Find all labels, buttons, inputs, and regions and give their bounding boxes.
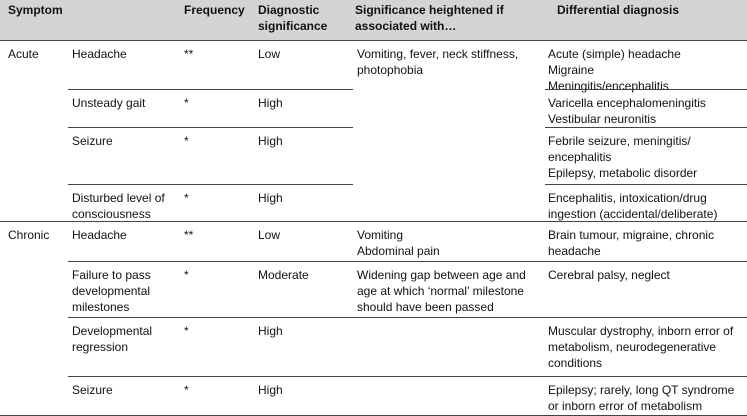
cell-line: should have been passed: [357, 300, 494, 314]
cell: Widening gap between age and age at which…: [357, 267, 526, 315]
cell-line: Migraine: [548, 63, 595, 77]
cell: Failure to pass developmental milestones: [72, 267, 151, 315]
group-label: Acute: [8, 47, 39, 61]
rule: [545, 127, 747, 128]
header-cell: Diagnostic significance: [258, 3, 328, 33]
cell: *: [184, 134, 189, 148]
cell: Vomiting Abdominal pain: [357, 227, 440, 259]
cell: Low: [258, 228, 281, 242]
cell: **: [184, 228, 194, 242]
cell-line: Developmental: [72, 324, 153, 338]
cell-line: regression: [72, 340, 129, 354]
rule: [68, 261, 747, 262]
cell-line: Abdominal pain: [357, 244, 440, 258]
cell: High: [258, 134, 283, 148]
cell-line: Febrile seizure, meningitis/: [548, 134, 691, 148]
cell-line: age at which ‘normal’ milestone: [357, 284, 524, 298]
cell-line: Epilepsy; rarely, long QT syndrome: [548, 383, 735, 397]
cell: High: [258, 324, 283, 338]
cell-line: Encephalitis, intoxication/drug: [548, 191, 707, 205]
rule: [0, 221, 747, 222]
cell-line: metabolism, neurodegenerative: [548, 340, 717, 354]
cell-line: photophobia: [357, 63, 424, 77]
cell-line: Disturbed level of: [72, 191, 165, 205]
cell: Moderate: [258, 268, 309, 282]
cell-line: Seizure: [72, 134, 113, 148]
cell: Febrile seizure, meningitis/encephalitis…: [548, 133, 697, 181]
cell: Cerebral palsy, neglect: [548, 267, 670, 283]
cell-line: Meningitis/encephalitis: [548, 79, 669, 93]
cell-line: conditions: [548, 356, 603, 370]
rule: [0, 40, 747, 41]
header-cell: Symptom: [8, 3, 63, 17]
cell: Low: [258, 47, 281, 61]
header-cell: Frequency: [184, 3, 245, 17]
rule: [545, 89, 747, 90]
rule: [545, 184, 747, 185]
header-cell: Significance heightened if associated wi…: [355, 3, 504, 33]
cell: Headache: [72, 46, 127, 62]
cell-line: Vestibular neuronitis: [548, 112, 657, 126]
cell: High: [258, 191, 283, 205]
cell-line: Seizure: [72, 383, 113, 397]
cell: **: [184, 47, 194, 61]
cell: *: [184, 383, 189, 397]
cell-line: Headache: [72, 47, 127, 61]
cell: Varicella encephalomeningitis Vestibular …: [548, 95, 706, 127]
cell: Seizure: [72, 133, 113, 149]
cell: Brain tumour, migraine, chronic headache: [548, 227, 714, 259]
rule: [68, 317, 747, 318]
cell-line: Epilepsy, metabolic disorder: [548, 166, 698, 180]
cell: High: [258, 96, 283, 110]
cell: Acute (simple) headache Migraine Meningiti…: [548, 46, 681, 94]
cell: *: [184, 96, 189, 110]
cell-line: Cerebral palsy, neglect: [548, 268, 670, 282]
header-row: [0, 0, 747, 40]
cell-line: encephalitis: [548, 150, 612, 164]
cell-line: Vomiting, fever, neck stiffness,: [357, 47, 519, 61]
cell-line: Headache: [72, 228, 127, 242]
cell: Vomiting, fever, neck stiffness, photopho…: [357, 46, 518, 78]
cell-line: Brain tumour, migraine, chronic: [548, 228, 715, 242]
cell-line: Vomiting: [357, 228, 404, 242]
cell-line: ingestion (accidental/deliberate): [548, 207, 718, 221]
cell-line: Widening gap between age and: [357, 268, 526, 282]
rule: [68, 184, 353, 185]
cell: Disturbed level of consciousness: [72, 190, 165, 222]
cell-line: Failure to pass: [72, 268, 151, 282]
cell-line: or inborn error of metabolism: [548, 399, 703, 413]
cell: *: [184, 324, 189, 338]
cell: Unsteady gait: [72, 95, 145, 111]
cell: Headache: [72, 227, 127, 243]
cell: Epilepsy; rarely, long QT syndrome or inb…: [548, 382, 734, 414]
cell: Encephalitis, intoxication/drug ingestion…: [548, 190, 717, 222]
rule: [68, 127, 353, 128]
cell: Muscular dystrophy, inborn error of metab…: [548, 323, 733, 371]
cell-line: consciousness: [72, 207, 151, 221]
cell-line: Unsteady gait: [72, 96, 146, 110]
cell-line: milestones: [72, 300, 130, 314]
cell-line: developmental: [72, 284, 151, 298]
header-cell: Differential diagnosis: [557, 3, 680, 17]
cell: Seizure: [72, 382, 113, 398]
cell-line: Muscular dystrophy, inborn error of: [548, 324, 734, 338]
cell: *: [184, 268, 189, 282]
cell-line: headache: [548, 244, 601, 258]
rule: [68, 376, 747, 377]
rule: [68, 89, 353, 90]
cell: High: [258, 383, 283, 397]
group-label: Chronic: [8, 228, 50, 242]
cell-line: Acute (simple) headache: [548, 47, 681, 61]
cell-line: Varicella encephalomeningitis: [548, 96, 706, 110]
cell: *: [184, 191, 189, 205]
cell: Developmental regression: [72, 323, 152, 355]
